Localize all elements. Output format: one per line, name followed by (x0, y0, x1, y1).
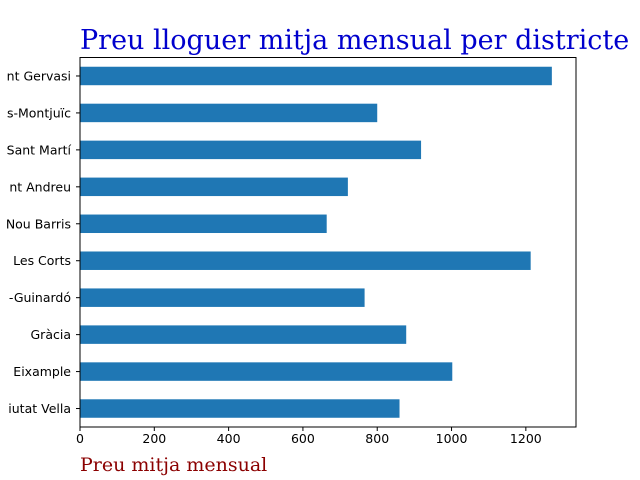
x-axis-label: Preu mitja mensual (80, 454, 267, 476)
y-tick-label: iutat Vella (8, 401, 71, 416)
y-tick-label: Gràcia (31, 327, 72, 342)
bar (80, 325, 407, 344)
x-tick-label: 1200 (510, 431, 542, 446)
y-tick-label: s-Montjuïc (7, 105, 71, 120)
x-tick-label: 200 (142, 431, 166, 446)
bar (80, 399, 400, 418)
plot-frame (79, 57, 577, 428)
x-axis: 0 200 400 600 800 1000 1200 (76, 427, 542, 446)
bar (80, 177, 348, 197)
bar (80, 288, 365, 307)
x-tick-label: 1000 (436, 431, 468, 446)
y-tick-label: Les Corts (13, 253, 71, 268)
y-axis: iutat Vella Eixample Gràcia -Guinardó Les Co… (6, 68, 80, 416)
bar (80, 103, 378, 123)
x-tick-label: 400 (217, 431, 241, 446)
y-tick-label: -Guinardó (9, 290, 71, 305)
y-tick-label: Eixample (13, 364, 71, 379)
x-tick-label: 600 (291, 431, 315, 446)
y-tick-label: Nou Barris (6, 216, 71, 231)
x-tick-label: 800 (365, 431, 389, 446)
y-tick-label: nt Gervasi (7, 68, 71, 83)
y-tick-label: nt Andreu (9, 179, 71, 194)
bar (80, 214, 327, 234)
bars-group (80, 66, 552, 418)
bar (80, 362, 453, 381)
chart-title: Preu lloguer mitja mensual per districte (80, 25, 629, 56)
x-tick-label: 0 (76, 431, 84, 446)
bar (80, 140, 422, 160)
bar (80, 66, 552, 86)
bar (80, 251, 531, 270)
y-tick-label: Sant Martí (7, 142, 72, 157)
